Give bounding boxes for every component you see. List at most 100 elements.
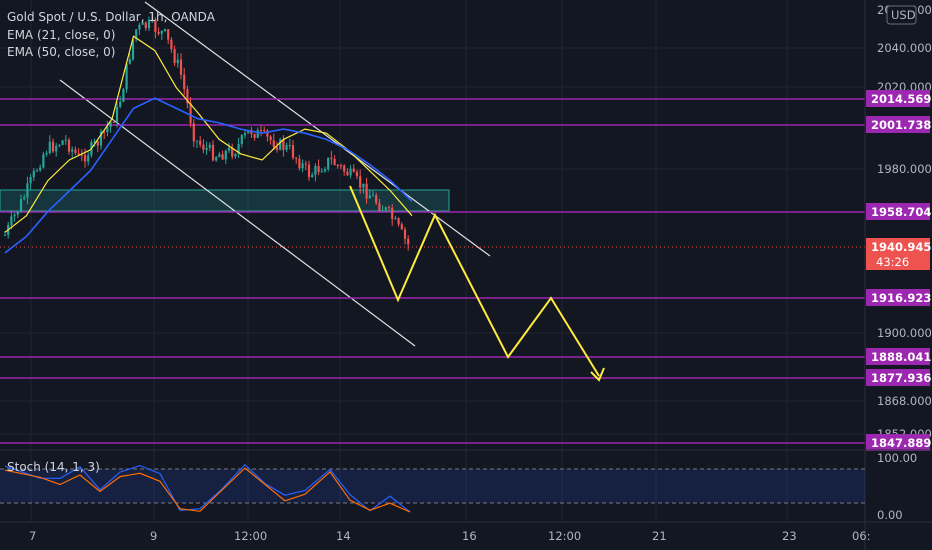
candle-body: [259, 130, 263, 132]
candle-body: [131, 39, 135, 60]
stoch-legend: Stoch (14, 1, 3): [7, 460, 100, 474]
candle-body: [167, 29, 170, 40]
candle-body: [250, 130, 253, 135]
candle-body: [23, 197, 26, 200]
candle-body: [391, 207, 394, 220]
candle-body: [282, 139, 285, 150]
candle-body: [381, 210, 384, 212]
ema-50-line: [4, 97, 413, 254]
candle-body: [397, 218, 400, 225]
level-label: 2014.569: [871, 92, 931, 106]
level-label: 1888.041: [871, 350, 931, 364]
channel-upper-line: [144, 1, 491, 257]
stoch-band: [0, 469, 865, 503]
candle-body: [320, 171, 323, 173]
candle-body: [115, 106, 119, 123]
candle-body: [349, 168, 352, 176]
candle-body: [48, 141, 51, 154]
candle-body: [285, 145, 288, 150]
ema-50-legend: EMA (50, close, 0): [7, 45, 115, 59]
stoch-tick: 100.00: [877, 451, 917, 465]
candle-body: [87, 155, 90, 162]
candle-body: [202, 144, 205, 150]
candle-body: [346, 171, 349, 176]
candle-body: [32, 170, 35, 178]
candle-body: [368, 195, 371, 199]
candle-body: [176, 59, 179, 64]
candle-body: [317, 165, 320, 173]
candle-body: [93, 141, 96, 143]
candle-body: [141, 22, 144, 25]
candle-body: [19, 199, 23, 212]
candle-body: [362, 183, 365, 188]
candle-body: [211, 144, 215, 161]
candle-body: [208, 144, 211, 148]
candle-body: [301, 163, 304, 169]
candle-body: [336, 165, 339, 167]
candle-body: [330, 157, 333, 159]
currency-button[interactable]: USD: [886, 5, 917, 25]
level-badge: [866, 289, 930, 306]
candle-body: [272, 140, 275, 148]
candle-body: [186, 89, 189, 104]
candle-body: [231, 147, 234, 157]
candle-body: [400, 224, 403, 230]
candle-body: [327, 157, 330, 170]
candle-body: [160, 30, 163, 34]
candle-body: [189, 103, 192, 124]
time-tick: 16: [462, 529, 477, 543]
candle-body: [240, 135, 243, 145]
level-label: 1847.889: [871, 436, 931, 450]
candle-body: [45, 153, 48, 155]
level-badge: [866, 369, 930, 386]
candle-body: [42, 154, 45, 168]
candle-body: [77, 153, 80, 155]
candle-body: [119, 101, 122, 107]
candle-body: [339, 165, 343, 167]
candle-body: [103, 131, 106, 133]
price-tick: 2040.000: [877, 41, 932, 55]
candle-body: [61, 140, 64, 145]
candle-body: [275, 147, 279, 150]
candle-body: [387, 207, 391, 209]
candle-body: [64, 139, 67, 141]
candle-body: [323, 169, 327, 172]
time-tick: 7: [29, 529, 36, 543]
time-tick: 14: [336, 529, 351, 543]
candle-body: [3, 234, 7, 236]
candle-body: [256, 130, 259, 138]
candle-body: [407, 238, 410, 245]
candle-body: [109, 121, 112, 128]
candle-body: [13, 214, 16, 217]
candle-body: [112, 121, 115, 123]
candle-body: [279, 139, 282, 150]
candle-body: [263, 130, 266, 132]
level-badge: [866, 116, 930, 133]
candle-body: [147, 19, 151, 29]
candle-body: [298, 158, 301, 169]
candle-body: [266, 130, 269, 137]
candle-body: [195, 140, 199, 142]
stoch-d-line: [4, 467, 411, 513]
level-lines: [0, 98, 865, 444]
level-label: 1916.923: [871, 291, 931, 305]
candle-body: [29, 177, 32, 184]
candle-body: [247, 130, 250, 134]
candle-body: [51, 141, 55, 152]
level-badge: [866, 90, 930, 107]
candle-body: [311, 174, 314, 178]
candle-body: [253, 134, 256, 138]
candle-body: [74, 149, 77, 154]
current-price-badge: 1940.945 43:26: [866, 238, 931, 270]
candle-body: [35, 170, 39, 172]
candle-body: [67, 139, 71, 152]
candle-body: [10, 216, 13, 226]
candle-body: [199, 140, 202, 145]
candle-body: [170, 39, 173, 50]
candle-body: [218, 154, 221, 158]
time-tick: 12:00: [548, 529, 581, 543]
candle-body: [154, 19, 157, 32]
price-tick: 1900.000: [877, 326, 932, 340]
level-label: 1877.936: [871, 371, 931, 385]
